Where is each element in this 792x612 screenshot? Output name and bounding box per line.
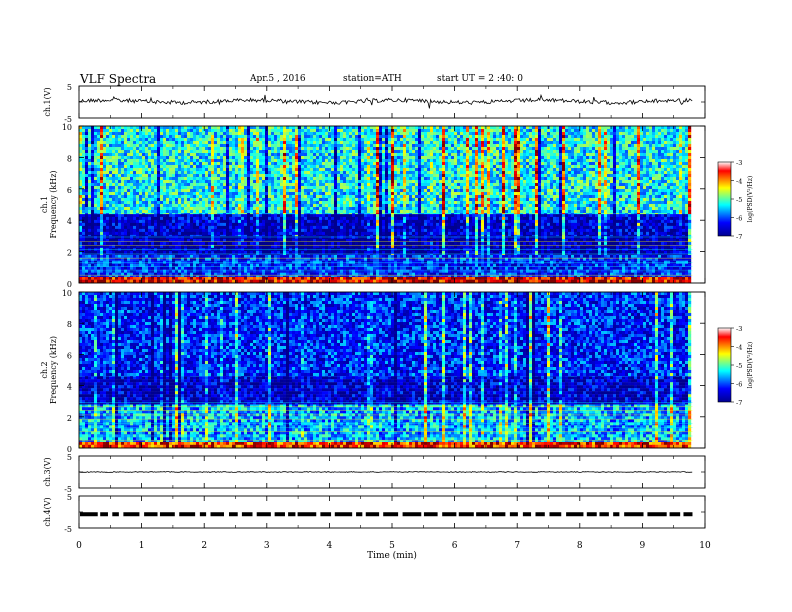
x-tick-label: 5 — [389, 541, 395, 551]
ch2-spectrogram-ytick-label: 8 — [67, 320, 72, 329]
ch3-waveform-ytick-label: 5 — [67, 453, 72, 462]
ch1-spectrogram-ytick-label: 0 — [67, 280, 72, 289]
ch1-spectrogram-colorbar-tick-label: -4 — [736, 178, 742, 186]
ch1-spectrogram-colorbar — [717, 161, 732, 237]
ch2-spectrogram-colorbar-tick-label: -7 — [736, 399, 742, 407]
ch1-spectrogram-ylabel: Frequency (kHz) — [49, 170, 58, 238]
ch2-spectrogram-ytick-label: 0 — [67, 445, 72, 454]
station-label: station=ATH — [343, 74, 402, 84]
ch4-waveform-trace-segment — [509, 512, 518, 517]
x-tick-label: 8 — [577, 541, 583, 551]
ch1-spectrogram-ytick-label: 4 — [67, 217, 72, 226]
ch2-spectrogram-ytick-label: 2 — [67, 414, 72, 423]
ch4-waveform-trace-segment — [442, 512, 457, 517]
ch1-spectrogram-ytick-label: 2 — [67, 249, 72, 258]
ch2-spectrogram-colorbar-tick-label: -3 — [736, 325, 742, 333]
ch4-waveform-trace-segment — [159, 512, 175, 517]
ch2-spectrogram-ylabel-channel: ch.2 — [40, 361, 49, 378]
ch1-waveform-ytick-label: -5 — [64, 115, 72, 124]
ch4-waveform-trace-segment — [320, 512, 332, 517]
x-tick-label: 6 — [452, 541, 458, 551]
x-tick-label: 7 — [514, 541, 520, 551]
ch1-spectrogram-ytick-label: 8 — [67, 154, 72, 163]
ch4-waveform-trace-segment — [144, 512, 158, 517]
ch2-spectrogram-ytick-label: 4 — [67, 383, 72, 392]
ch2-spectrogram-colorbar-tick-label: -5 — [736, 362, 742, 370]
ch4-waveform-trace-segment — [297, 512, 317, 517]
ch1-spectrogram-colorbar-tick-label: -6 — [736, 215, 742, 223]
ch2-spectrogram-ytick-label: 10 — [62, 289, 72, 298]
x-tick-label: 3 — [264, 541, 270, 551]
x-axis-label: Time (min) — [367, 550, 417, 561]
ch4-waveform-trace-segment — [535, 512, 545, 517]
ch2-spectrogram-colorbar-label: log(PSD(V²/Hz) — [747, 342, 754, 389]
date-label: Apr.5 , 2016 — [250, 74, 306, 84]
ch3-waveform-trace — [78, 471, 693, 473]
ch4-waveform-trace-segment — [669, 512, 681, 517]
ch4-waveform-trace-segment — [228, 512, 238, 517]
ch4-waveform-trace-segment — [356, 512, 363, 517]
ch4-waveform-trace-segment — [365, 512, 380, 517]
ch2-spectrogram-ylabel: Frequency (kHz) — [49, 336, 58, 404]
x-tick-label: 9 — [640, 541, 646, 551]
ch1-spectrogram-colorbar-tick-label: -3 — [736, 159, 742, 167]
ch4-waveform-trace-segment — [522, 512, 532, 517]
x-tick-label: 0 — [76, 541, 82, 551]
x-tick-label: 2 — [201, 541, 207, 551]
ch4-waveform-trace-segment — [383, 512, 399, 517]
ch1-spectrogram-heatmap — [79, 126, 692, 284]
ch4-waveform-trace-segment — [100, 512, 108, 517]
ch4-waveform-trace-segment — [256, 512, 271, 517]
x-tick-label: 10 — [699, 541, 711, 551]
ch2-spectrogram-colorbar-tick-label: -4 — [736, 344, 742, 352]
ch4-waveform-ylabel: ch.4(V) — [43, 497, 52, 526]
ch1-waveform-ylabel: ch.1(V) — [43, 87, 52, 116]
ch4-waveform-trace-segment — [647, 512, 667, 517]
ch2-spectrogram-colorbar — [717, 327, 732, 403]
ch1-spectrogram-colorbar-tick-label: -5 — [736, 196, 742, 204]
ch1-spectrogram-ylabel-channel: ch.1 — [40, 196, 49, 213]
ch3-waveform-ytick-label: -5 — [64, 485, 72, 494]
ch4-waveform-trace-segment — [334, 512, 353, 517]
ch1-spectrogram-ytick-label: 6 — [67, 186, 72, 195]
ch1-waveform-trace — [78, 93, 693, 109]
ch1-spectrogram-colorbar-tick-label: -7 — [736, 233, 742, 241]
ch2-spectrogram-heatmap — [79, 292, 692, 449]
ch4-waveform-trace-segment — [123, 512, 140, 517]
x-tick-label: 1 — [139, 541, 145, 551]
ch4-waveform-trace-segment — [476, 512, 490, 517]
ch1-spectrogram-ytick-label: 10 — [62, 123, 72, 132]
ch4-waveform-trace-segment — [683, 512, 693, 517]
ch4-waveform-trace-segment — [274, 512, 285, 517]
ch4-waveform-trace-segment — [179, 512, 196, 517]
ch2-spectrogram-colorbar-tick-label: -6 — [736, 381, 742, 389]
ch4-waveform-ytick-label: 5 — [67, 493, 72, 502]
ch1-waveform-ytick-label: 5 — [67, 83, 72, 92]
ch4-waveform-trace-segment — [599, 512, 609, 517]
ch4-waveform-trace-segment — [112, 512, 119, 517]
ch4-waveform-trace-segment — [624, 512, 644, 517]
ch3-waveform-ylabel: ch.3(V) — [43, 457, 52, 486]
ch4-waveform-trace-segment — [586, 512, 597, 517]
ch4-waveform-trace-segment — [80, 512, 98, 517]
ch4-waveform-trace-segment — [549, 512, 562, 517]
ch2-spectrogram-ytick-label: 6 — [67, 351, 72, 360]
ch4-waveform-ytick-label: -5 — [64, 525, 72, 534]
ch4-waveform-trace-segment — [199, 512, 207, 517]
ch4-waveform-trace-segment — [458, 512, 474, 517]
chart-title: VLF Spectra — [80, 72, 156, 86]
ch1-spectrogram-colorbar-label: log(PSD(V²/Hz) — [747, 176, 754, 223]
ch4-waveform-trace-segment — [613, 512, 620, 517]
ch4-waveform-trace-segment — [491, 512, 506, 517]
x-tick-label: 4 — [327, 541, 333, 551]
ch4-waveform-trace-segment — [402, 512, 422, 517]
ch4-waveform-trace-segment — [288, 512, 296, 517]
ch4-waveform-trace-segment — [241, 512, 253, 517]
ch4-waveform-trace-segment — [423, 512, 438, 517]
start-time-label: start UT = 2 :40: 0 — [437, 74, 523, 84]
ch4-waveform-trace-segment — [566, 512, 584, 517]
ch4-waveform-trace-segment — [210, 512, 224, 517]
